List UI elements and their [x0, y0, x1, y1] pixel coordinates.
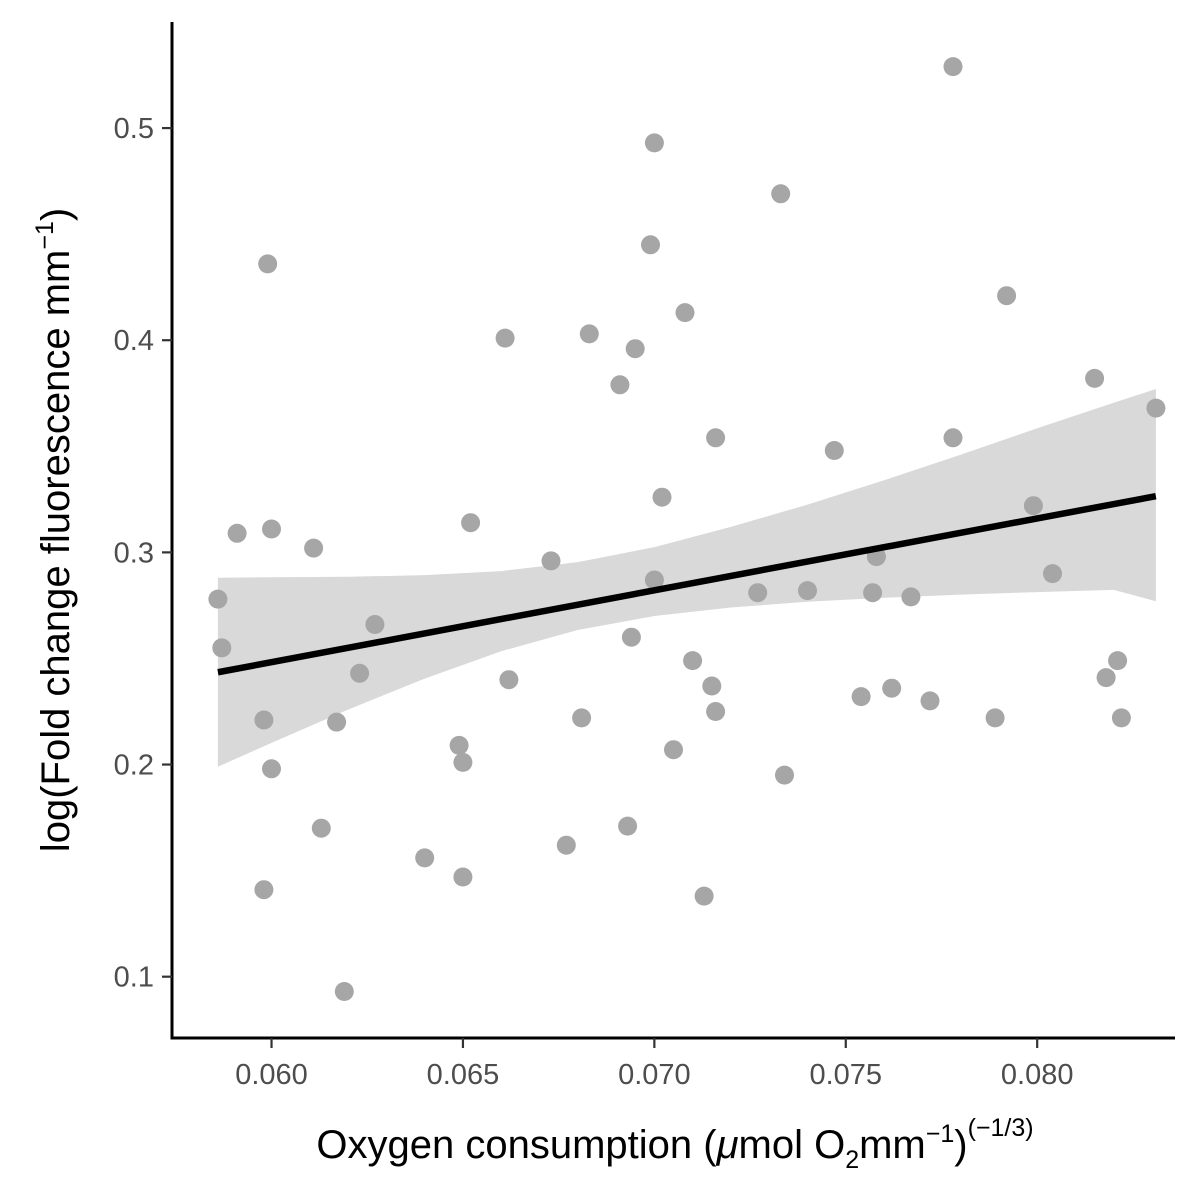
data-point-31	[644, 133, 664, 153]
data-point-19	[461, 513, 481, 533]
data-point-1	[208, 589, 228, 609]
data-point-49	[882, 678, 902, 698]
data-point-6	[258, 254, 278, 274]
data-point-33	[652, 487, 672, 507]
axes-layer: 0.060 0.065 0.070 0.075 0.080 0.1 0.2 0.3 0.4 0.5	[114, 22, 1175, 1091]
data-point-12	[334, 982, 354, 1001]
data-point-55	[997, 286, 1017, 306]
data-point-17	[453, 752, 473, 772]
data-point-54	[985, 708, 1005, 728]
confidence-band-layer	[217, 389, 1156, 767]
data-point-23	[556, 835, 576, 855]
data-point-20	[495, 328, 515, 348]
data-point-24	[572, 708, 592, 728]
data-point-5	[254, 880, 274, 900]
data-point-32	[644, 570, 664, 590]
y-title-sup: −1	[31, 221, 59, 250]
x-tick-label-1: 0.060	[235, 1059, 308, 1091]
data-point-13	[350, 663, 370, 683]
data-point-51	[920, 691, 940, 711]
data-point-28	[621, 627, 641, 647]
x-tick-label-4: 0.075	[809, 1059, 882, 1091]
data-point-25	[579, 324, 599, 344]
data-point-39	[706, 702, 726, 721]
data-point-4	[254, 710, 274, 730]
data-point-53	[943, 428, 963, 448]
data-point-11	[327, 712, 347, 732]
data-point-59	[1096, 668, 1116, 688]
y-tick-label-1: 0.1	[114, 962, 154, 994]
x-title-close: )	[954, 1123, 967, 1167]
data-point-9	[304, 538, 324, 558]
x-title-pre: Oxygen consumption (	[316, 1123, 717, 1167]
data-point-16	[449, 735, 469, 755]
data-point-60	[1108, 651, 1128, 671]
y-tick-label-4: 0.4	[114, 325, 154, 357]
data-point-29	[625, 339, 645, 359]
y-title-pre: log(Fold change fluorescence mm	[34, 250, 78, 853]
x-title-mol: mol O	[739, 1123, 846, 1167]
data-point-8	[262, 759, 281, 779]
data-point-56	[1023, 496, 1043, 516]
fit-line-layer	[217, 492, 1157, 676]
x-title-sub: 2	[845, 1146, 859, 1174]
data-point-2	[212, 638, 232, 658]
data-point-14	[365, 615, 385, 634]
y-axis-title: log(Fold change fluorescence mm−1)	[31, 208, 78, 852]
data-point-37	[694, 886, 714, 906]
x-tick-label-5: 0.080	[1001, 1059, 1074, 1091]
data-point-44	[798, 581, 817, 601]
data-point-58	[1085, 368, 1105, 388]
points-layer	[208, 57, 1166, 1001]
data-point-62	[1146, 398, 1166, 418]
data-point-22	[541, 551, 561, 571]
data-point-3	[227, 523, 247, 543]
data-point-38	[702, 676, 722, 696]
data-point-26	[610, 375, 630, 395]
data-point-50	[901, 587, 921, 607]
y-tick-label-3: 0.3	[114, 537, 154, 569]
y-title-post: )	[34, 208, 78, 221]
data-point-61	[1111, 708, 1131, 728]
x-tick-label-3: 0.070	[618, 1059, 691, 1091]
confidence-band	[217, 389, 1156, 767]
data-point-34	[664, 740, 683, 760]
x-title-sup2: (−1/3)	[968, 1114, 1034, 1142]
data-point-7	[262, 519, 281, 539]
data-point-43	[775, 765, 794, 785]
data-point-57	[1043, 564, 1062, 584]
x-title-sup1: −1	[926, 1120, 955, 1148]
y-tick-label-5: 0.5	[114, 113, 154, 145]
data-point-30	[641, 235, 660, 255]
data-point-27	[618, 816, 638, 836]
x-tick-label-2: 0.065	[427, 1059, 500, 1091]
x-title-mu: μ	[716, 1123, 739, 1167]
data-point-36	[683, 651, 703, 671]
data-point-15	[415, 848, 435, 868]
data-point-21	[499, 670, 519, 690]
data-point-35	[675, 303, 695, 323]
data-point-45	[824, 441, 844, 460]
data-point-46	[851, 687, 871, 707]
data-point-10	[311, 818, 331, 838]
data-point-41	[748, 583, 768, 603]
data-point-42	[771, 184, 791, 204]
regression-line	[217, 492, 1157, 676]
x-title-mm: mm	[859, 1123, 926, 1167]
data-point-40	[706, 428, 726, 448]
x-axis-title: Oxygen consumption (μmol O2mm−1)(−1/3)	[316, 1114, 1033, 1174]
data-point-18	[453, 867, 473, 887]
data-point-47	[863, 583, 883, 603]
data-point-52	[943, 57, 963, 77]
y-tick-label-2: 0.2	[114, 750, 154, 782]
